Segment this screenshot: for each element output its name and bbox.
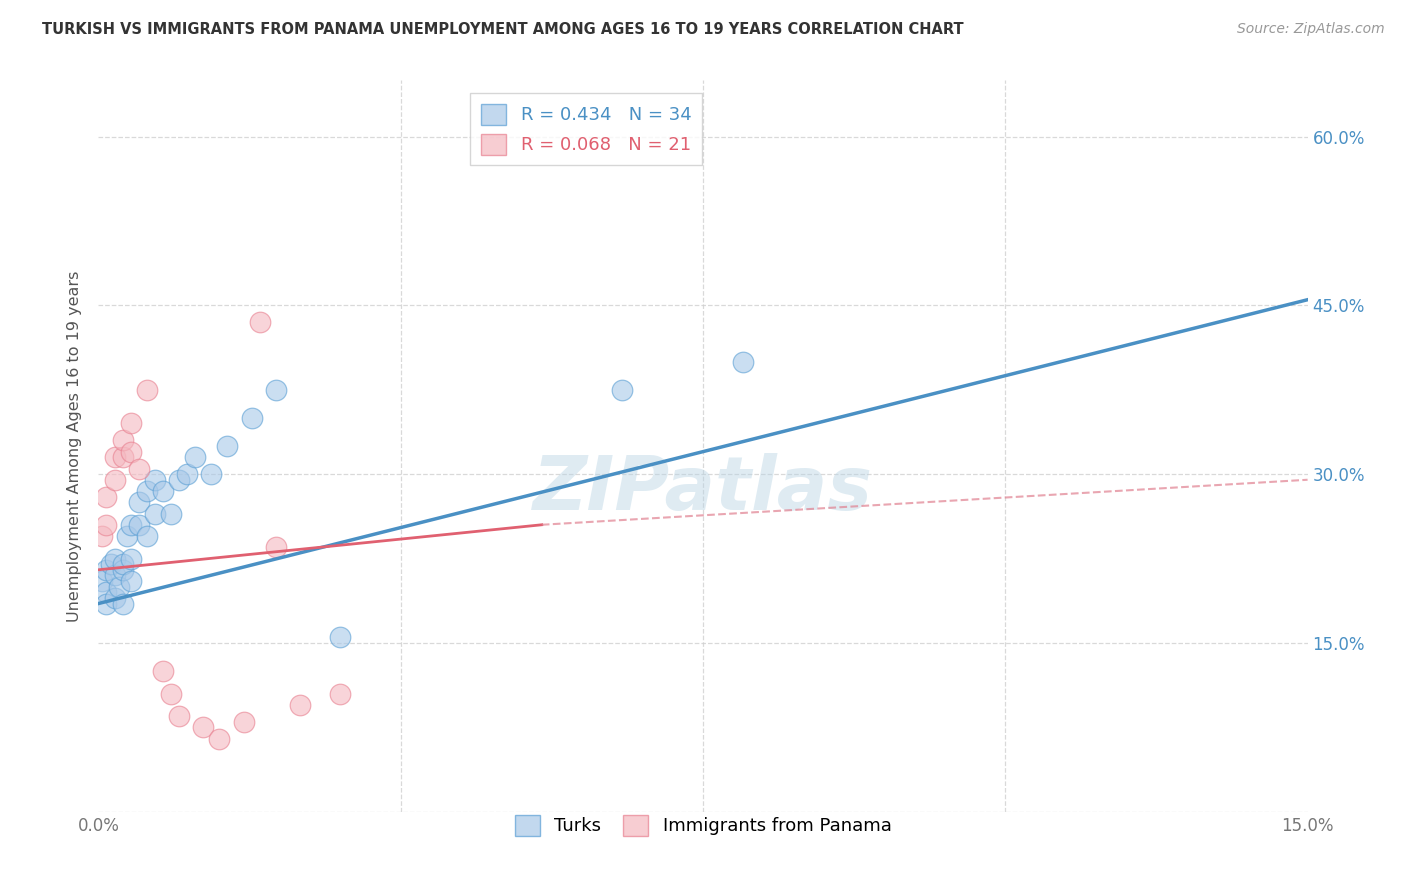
Legend: Turks, Immigrants from Panama: Turks, Immigrants from Panama <box>508 807 898 843</box>
Point <box>128 461 150 475</box>
Point <box>96 585 118 599</box>
Point <box>160 687 183 701</box>
Point <box>120 517 142 532</box>
Point <box>193 720 215 734</box>
Point <box>100 557 122 571</box>
Point <box>107 580 129 594</box>
Point <box>111 557 134 571</box>
Point <box>167 473 190 487</box>
Point <box>135 483 157 498</box>
Point <box>91 574 114 588</box>
Point <box>128 517 150 532</box>
Point <box>288 698 311 712</box>
Point <box>264 541 287 555</box>
Point <box>733 354 755 368</box>
Point <box>96 563 118 577</box>
Point <box>103 473 125 487</box>
Text: ZIPatlas: ZIPatlas <box>533 453 873 526</box>
Point <box>160 507 183 521</box>
Point <box>208 731 231 746</box>
Point <box>120 444 142 458</box>
Point <box>167 709 190 723</box>
Point <box>111 450 134 465</box>
Point <box>612 383 634 397</box>
Point <box>91 529 114 543</box>
Point <box>103 450 125 465</box>
Point <box>184 450 207 465</box>
Point <box>103 568 125 582</box>
Point <box>240 410 263 425</box>
Point <box>217 439 239 453</box>
Point <box>128 495 150 509</box>
Point <box>135 529 157 543</box>
Text: Source: ZipAtlas.com: Source: ZipAtlas.com <box>1237 22 1385 37</box>
Point <box>103 551 125 566</box>
Text: TURKISH VS IMMIGRANTS FROM PANAMA UNEMPLOYMENT AMONG AGES 16 TO 19 YEARS CORRELA: TURKISH VS IMMIGRANTS FROM PANAMA UNEMPL… <box>42 22 963 37</box>
Point <box>96 490 118 504</box>
Point <box>232 714 254 729</box>
Point <box>120 551 142 566</box>
Point <box>96 517 118 532</box>
Point <box>152 483 174 498</box>
Point <box>115 529 138 543</box>
Point <box>152 664 174 678</box>
Point <box>111 563 134 577</box>
Point <box>103 591 125 605</box>
Point <box>249 315 271 329</box>
Point <box>135 383 157 397</box>
Point <box>96 597 118 611</box>
Point <box>111 597 134 611</box>
Point <box>120 574 142 588</box>
Point <box>329 687 352 701</box>
Y-axis label: Unemployment Among Ages 16 to 19 years: Unemployment Among Ages 16 to 19 years <box>67 270 83 622</box>
Point <box>111 434 134 448</box>
Point <box>143 473 166 487</box>
Point <box>143 507 166 521</box>
Point <box>329 630 352 644</box>
Point <box>176 467 198 482</box>
Point <box>120 417 142 431</box>
Point <box>200 467 222 482</box>
Point <box>264 383 287 397</box>
